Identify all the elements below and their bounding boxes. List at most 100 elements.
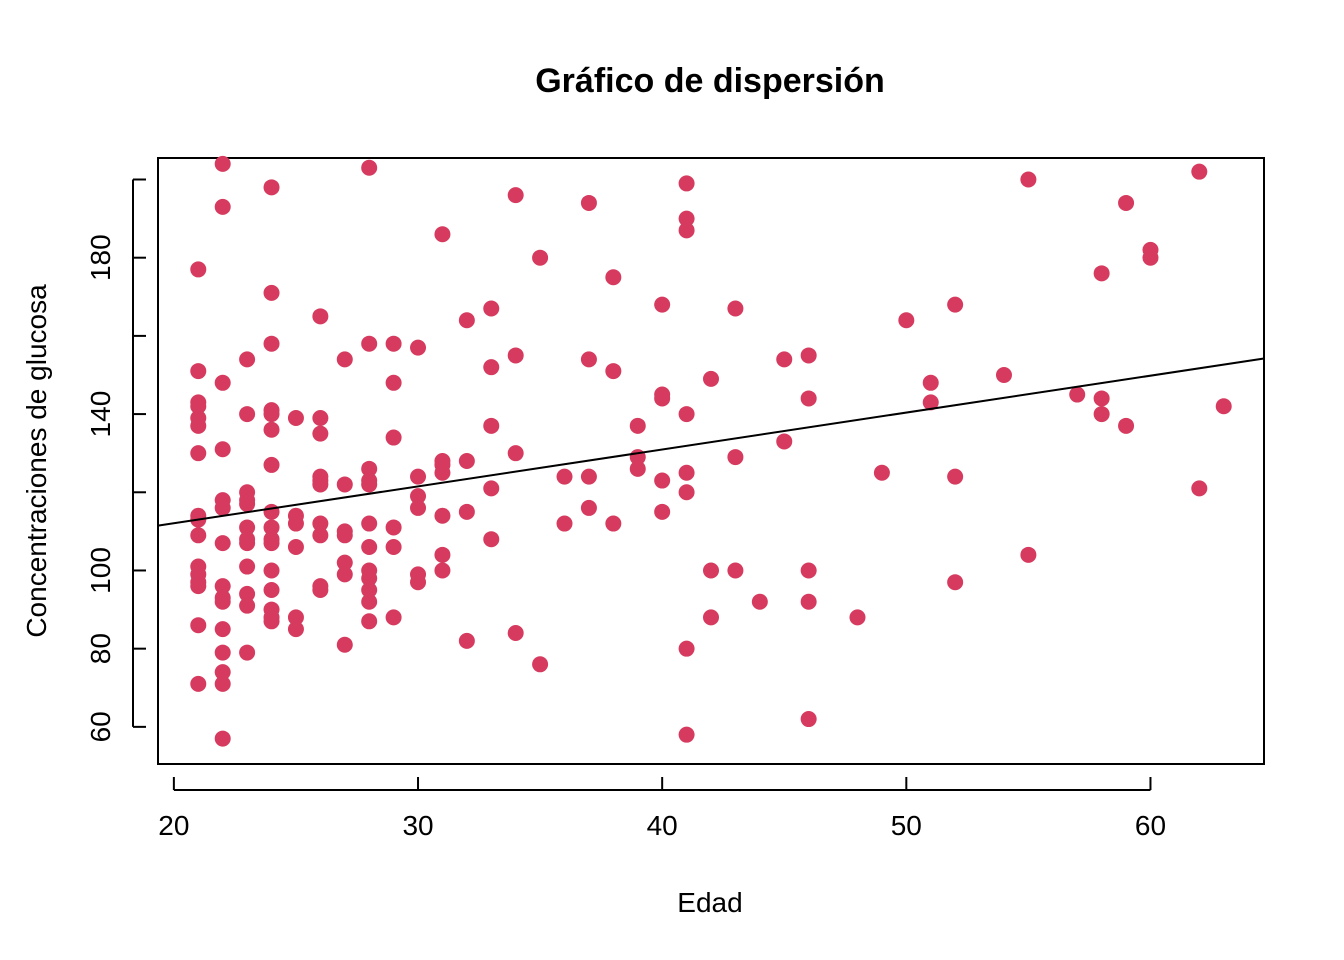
data-point [214, 155, 231, 172]
data-point [703, 609, 719, 626]
data-point [312, 425, 329, 442]
data-point [239, 644, 256, 661]
data-point [483, 480, 500, 497]
data-point [873, 464, 890, 481]
data-point [361, 335, 378, 352]
data-point [605, 363, 622, 380]
data-point [751, 593, 768, 610]
data-point [336, 351, 353, 368]
data-point [287, 409, 304, 426]
data-point [654, 472, 671, 489]
data-point [312, 308, 329, 325]
x-axis: 20 30 40 50 60 [158, 777, 1166, 841]
data-point [1020, 546, 1037, 563]
data-point [1020, 171, 1037, 188]
data-point [727, 562, 744, 579]
data-point [898, 312, 915, 329]
data-point [361, 476, 378, 493]
data-point [532, 656, 549, 673]
x-axis-label: Edad [677, 887, 742, 918]
data-point [605, 515, 622, 532]
data-point [190, 527, 207, 544]
data-point [214, 664, 231, 681]
data-point [1093, 265, 1110, 282]
data-point [947, 468, 964, 485]
data-point [190, 398, 207, 415]
data-point [947, 574, 964, 591]
data-point [1191, 163, 1208, 180]
data-point [361, 460, 378, 477]
data-point [727, 449, 744, 466]
data-point [336, 476, 353, 493]
data-point [214, 730, 231, 747]
data-point [703, 562, 719, 579]
data-point [1191, 480, 1208, 497]
data-point [995, 366, 1012, 383]
data-point [214, 593, 231, 610]
data-point [458, 312, 475, 329]
data-point [190, 261, 207, 278]
data-point [239, 535, 256, 552]
data-point [214, 578, 231, 595]
data-point [458, 632, 475, 649]
data-point [1069, 386, 1086, 403]
data-point [410, 499, 427, 516]
data-point [239, 406, 256, 423]
data-point [263, 562, 280, 579]
data-point [190, 578, 207, 595]
data-point [263, 503, 280, 520]
data-point [507, 187, 524, 204]
data-point [434, 226, 451, 243]
data-point [410, 574, 427, 591]
data-point [385, 374, 402, 391]
data-point [1118, 194, 1135, 211]
data-point [263, 421, 280, 438]
data-point [654, 296, 671, 313]
data-point [239, 519, 256, 536]
data-point [507, 445, 524, 462]
data-point [800, 390, 817, 407]
y-axis-label: Concentraciones de glucosa [21, 284, 52, 638]
data-point [556, 515, 573, 532]
data-point [287, 621, 304, 638]
data-point [385, 519, 402, 536]
data-point [434, 507, 451, 524]
data-point [849, 609, 866, 626]
data-point [239, 585, 256, 602]
data-point [336, 554, 353, 571]
data-point [312, 527, 329, 544]
data-point [410, 488, 427, 505]
y-tick-label: 140 [85, 391, 116, 438]
data-point [385, 429, 402, 446]
data-point [580, 468, 597, 485]
data-point [214, 499, 231, 516]
regression-line [157, 357, 1265, 527]
x-tick-label: 20 [158, 810, 189, 841]
data-point [239, 597, 256, 614]
y-tick-label: 60 [85, 711, 116, 742]
data-point [287, 539, 304, 556]
data-point [190, 675, 207, 692]
data-point [922, 394, 939, 411]
data-point [385, 335, 402, 352]
data-point [214, 535, 231, 552]
data-point [800, 562, 817, 579]
x-tick-label: 60 [1135, 810, 1166, 841]
data-point [239, 496, 256, 513]
data-point [361, 593, 378, 610]
data-point [336, 566, 353, 583]
data-point [361, 613, 378, 630]
data-point [434, 546, 451, 563]
data-point [263, 582, 280, 599]
data-point [605, 269, 622, 286]
data-point [263, 406, 280, 423]
data-point [678, 175, 695, 192]
data-point [678, 222, 695, 239]
y-axis: 60 80 100 140 180 [85, 178, 146, 742]
data-point [654, 390, 671, 407]
data-point [190, 617, 207, 634]
data-point [483, 417, 500, 434]
data-point [483, 531, 500, 548]
y-tick-label: 180 [85, 234, 116, 281]
